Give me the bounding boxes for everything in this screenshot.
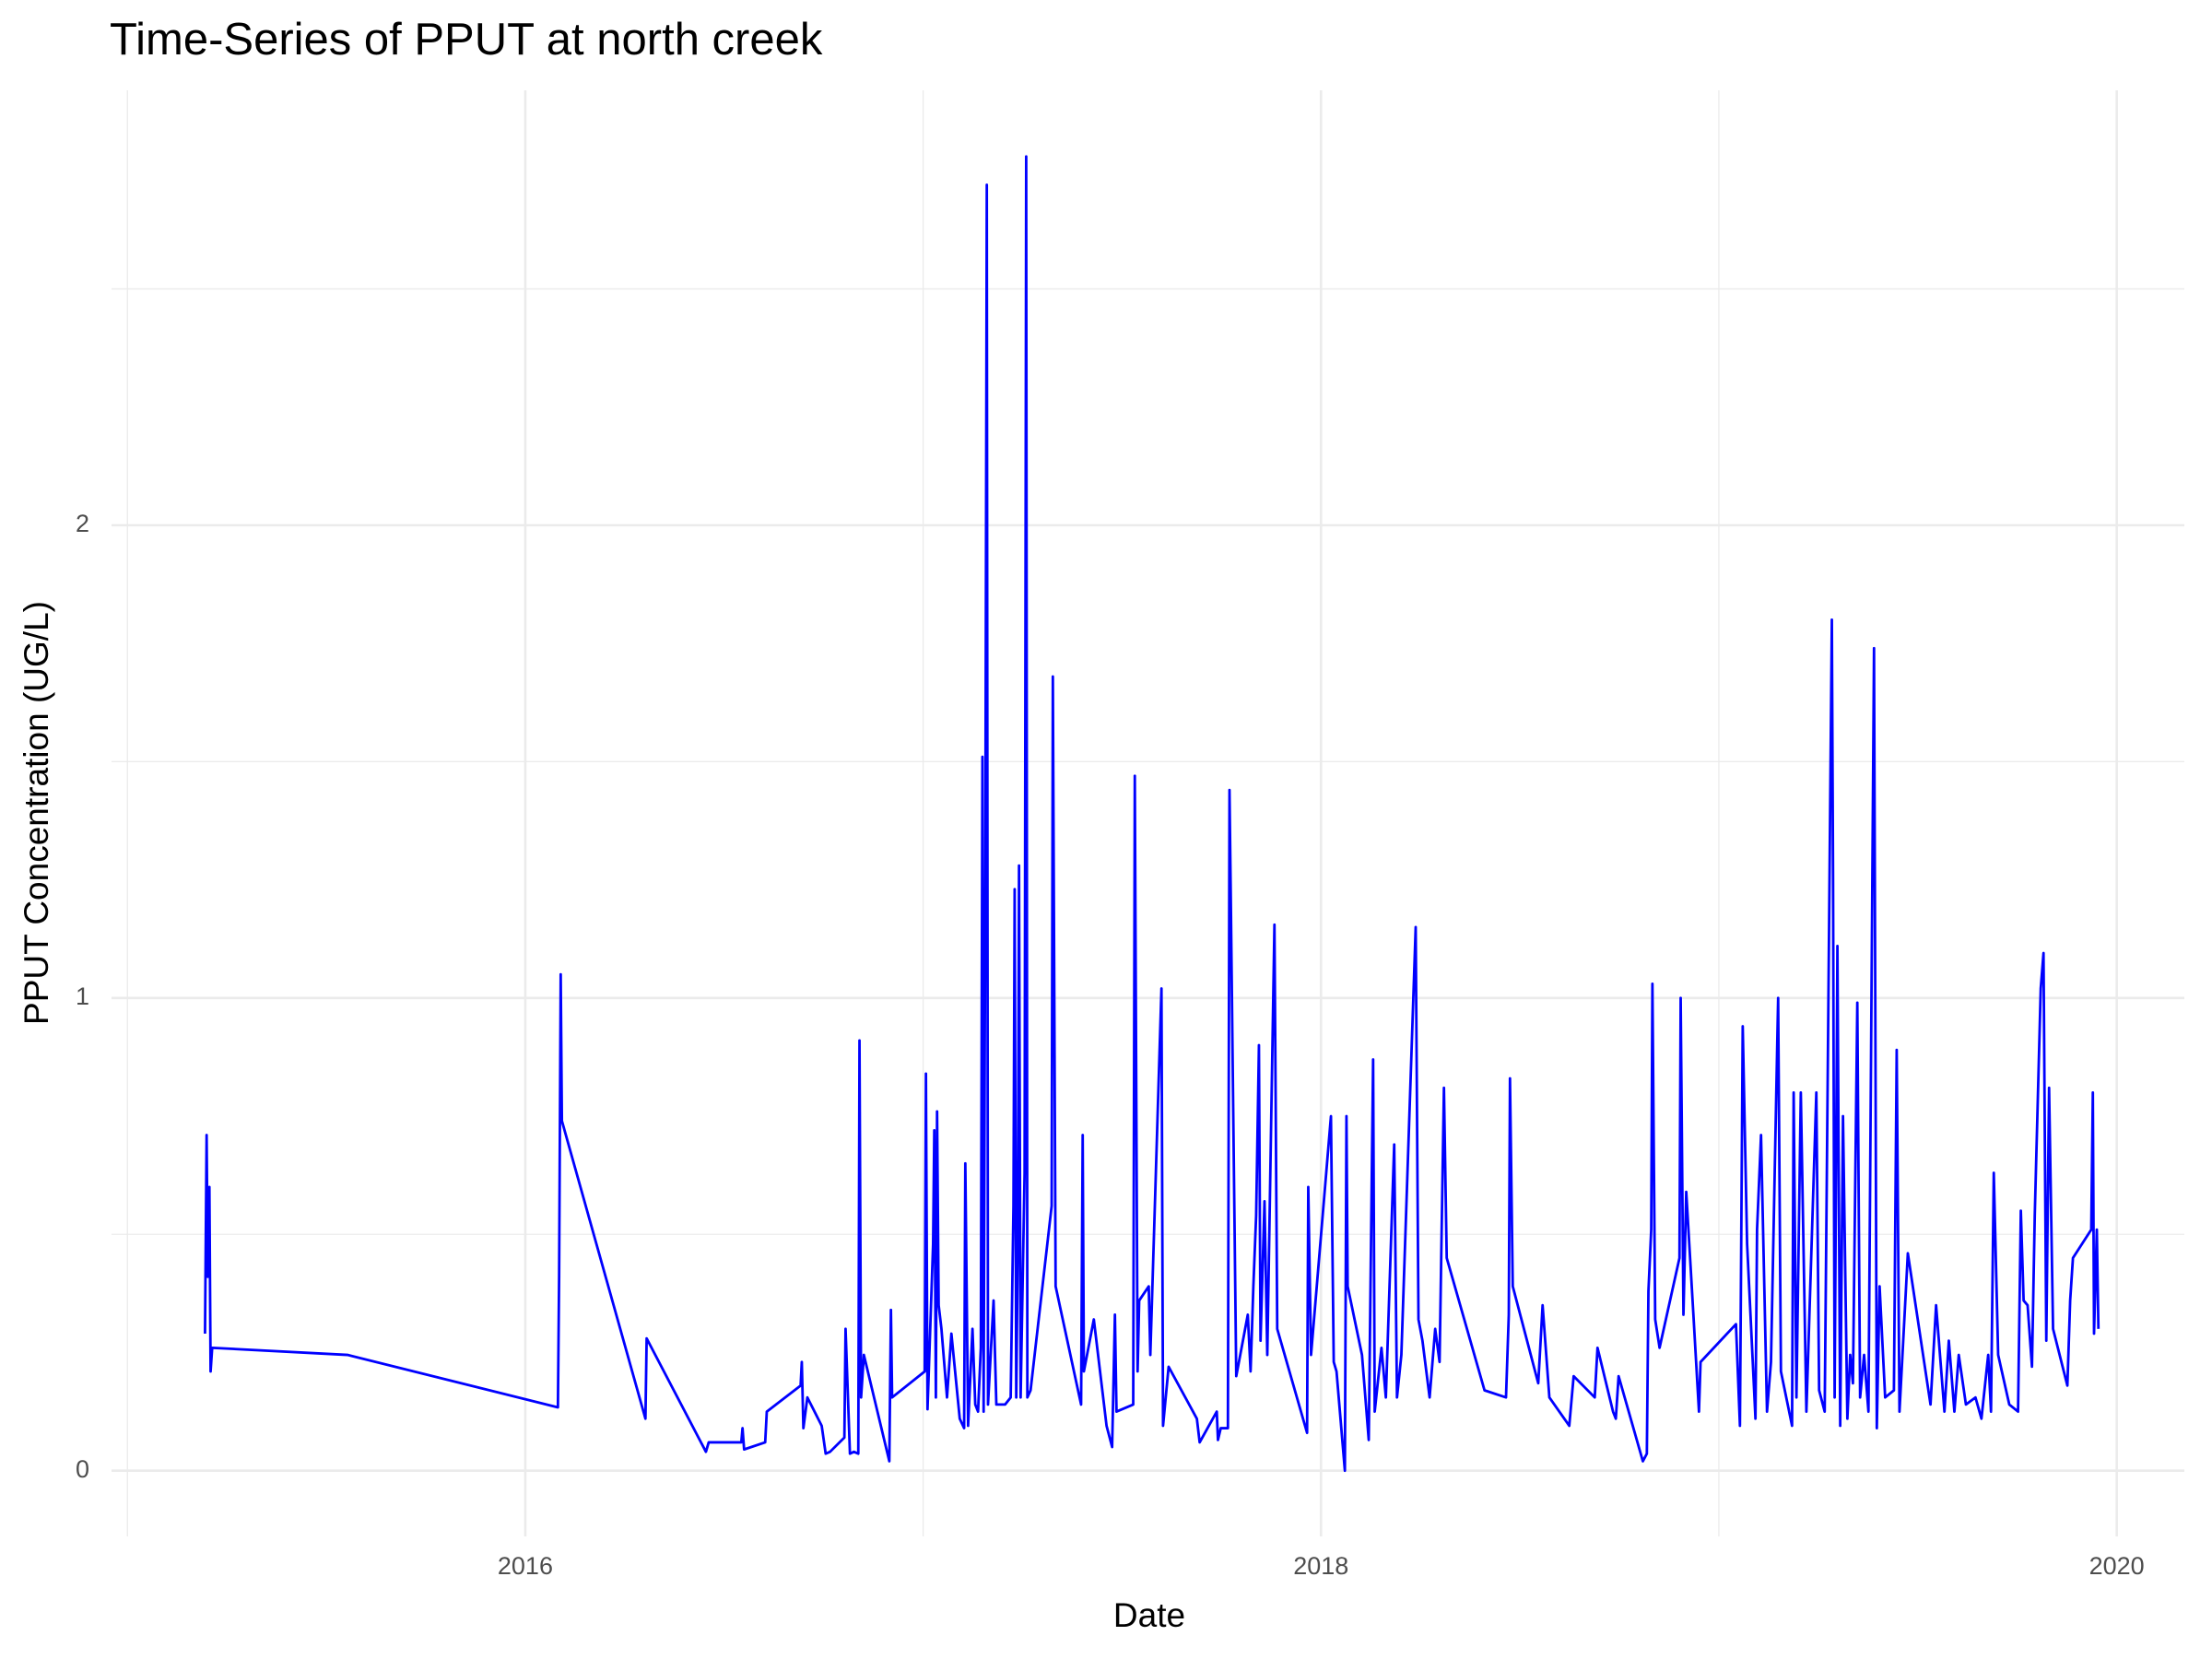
grid	[112, 90, 2184, 1536]
x-tick-label: 2018	[1293, 1552, 1348, 1580]
y-tick-label: 1	[76, 982, 89, 1010]
y-axis-title: PPUT Concentration (UG/L)	[18, 601, 55, 1025]
chart-title: Time-Series of PPUT at north creek	[110, 15, 823, 65]
x-tick-label: 2020	[2089, 1552, 2145, 1580]
x-axis-title: Date	[1113, 1596, 1185, 1634]
y-tick-label: 2	[76, 510, 89, 537]
x-tick-label: 2016	[498, 1552, 553, 1580]
line	[204, 155, 2100, 1473]
plot-area	[204, 155, 2100, 1473]
y-tick-label: 0	[76, 1455, 89, 1483]
